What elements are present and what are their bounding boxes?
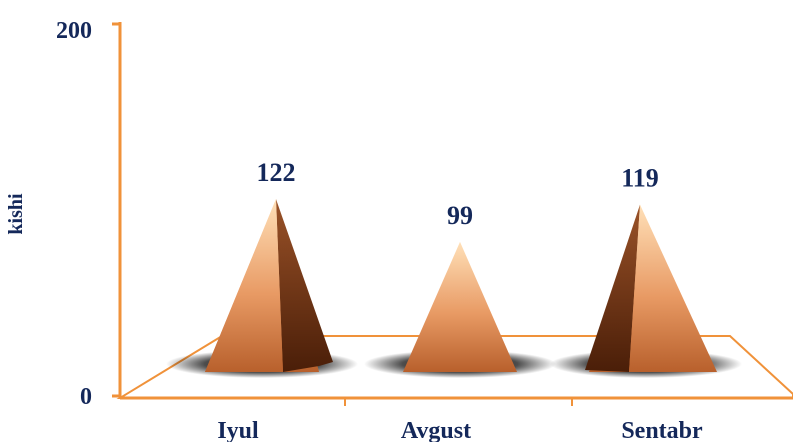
x-tick-label: Avgust <box>401 418 471 442</box>
data-label: 99 <box>447 201 473 230</box>
x-tick-label: Sentabr <box>621 418 703 442</box>
y-axis-label: kishi <box>5 193 27 235</box>
pyramid-bar-side <box>585 204 640 372</box>
x-tick-label: Iyul <box>217 418 259 442</box>
pyramid-bar-front-right <box>629 204 717 372</box>
pyramid-bar-side <box>276 199 333 372</box>
data-label: 119 <box>621 164 659 193</box>
y-tick-label-max: 200 <box>56 18 92 44</box>
pyramid-bar-front <box>403 241 517 372</box>
data-label: 122 <box>257 158 296 187</box>
y-tick-label-min: 0 <box>80 384 92 410</box>
pyramid-bar-front-left <box>205 199 283 372</box>
